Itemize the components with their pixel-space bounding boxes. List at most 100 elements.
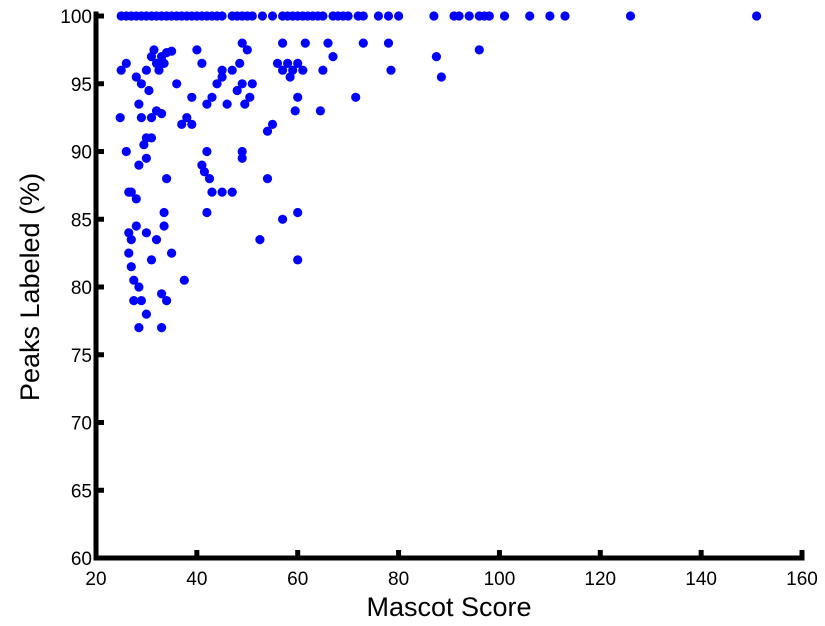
- data-point: [121, 58, 131, 68]
- data-point: [545, 11, 555, 21]
- y-tick-label: 95: [71, 75, 92, 96]
- data-point: [499, 11, 510, 21]
- x-axis-title: Mascot Score: [366, 592, 531, 622]
- data-point: [134, 323, 144, 333]
- data-point: [436, 72, 446, 82]
- data-point: [144, 85, 154, 96]
- data-point: [752, 11, 762, 21]
- data-point: [157, 109, 167, 119]
- data-point: [351, 92, 361, 102]
- data-point: [288, 65, 298, 75]
- data-point: [293, 58, 303, 68]
- data-point: [247, 79, 257, 89]
- data-point: [290, 106, 300, 116]
- x-tick-label: 40: [186, 569, 207, 590]
- data-point: [131, 221, 141, 231]
- data-point: [293, 255, 303, 265]
- data-point: [328, 52, 338, 62]
- data-point: [134, 160, 144, 170]
- data-point: [237, 153, 247, 163]
- data-point: [394, 11, 404, 21]
- data-point: [207, 92, 217, 102]
- data-point: [237, 146, 247, 157]
- y-tick-label: 100: [60, 7, 92, 28]
- data-point: [318, 65, 328, 75]
- data-point: [207, 187, 217, 197]
- data-point: [464, 11, 474, 21]
- data-point: [146, 255, 157, 265]
- y-tick-label: 75: [71, 346, 92, 367]
- data-point: [343, 11, 353, 21]
- data-point: [318, 11, 328, 21]
- data-point: [159, 58, 169, 68]
- data-point: [141, 153, 151, 163]
- x-tick-label: 60: [287, 569, 308, 590]
- data-point: [255, 235, 265, 245]
- data-point: [179, 275, 189, 285]
- data-point: [484, 11, 494, 21]
- data-point: [240, 99, 250, 109]
- data-point: [187, 92, 197, 102]
- data-points: [115, 11, 762, 333]
- data-point: [136, 79, 146, 89]
- axes: [93, 11, 805, 561]
- data-point: [227, 187, 237, 197]
- x-tick-label: 120: [584, 569, 616, 590]
- data-point: [129, 275, 139, 285]
- data-point: [126, 187, 136, 197]
- data-point: [278, 65, 288, 75]
- y-tick-label: 70: [71, 414, 92, 435]
- data-point: [121, 146, 131, 157]
- data-point: [227, 65, 237, 75]
- data-point: [202, 146, 212, 157]
- data-point: [202, 99, 212, 109]
- data-point: [293, 92, 303, 102]
- data-point: [136, 296, 146, 306]
- data-point: [154, 65, 164, 75]
- data-point: [167, 46, 177, 56]
- data-point: [177, 119, 187, 129]
- data-point: [136, 113, 146, 123]
- data-point: [124, 248, 134, 258]
- data-point: [126, 235, 136, 245]
- data-point: [257, 11, 267, 21]
- x-tick-label: 160: [786, 569, 818, 590]
- y-axis-title: Peaks Labeled (%): [15, 173, 45, 401]
- data-point: [232, 85, 242, 96]
- y-tick-label: 60: [71, 549, 92, 570]
- data-point: [157, 323, 167, 333]
- data-point: [134, 282, 144, 292]
- y-tick-label: 85: [71, 210, 92, 231]
- data-point: [431, 52, 441, 62]
- data-point: [262, 126, 273, 136]
- data-point: [235, 58, 245, 68]
- data-point: [247, 11, 257, 21]
- data-point: [129, 296, 139, 306]
- data-point: [202, 207, 212, 218]
- data-point: [386, 65, 396, 75]
- data-point: [192, 45, 202, 55]
- data-point: [293, 207, 303, 218]
- y-tick-label: 65: [71, 481, 92, 502]
- data-point: [217, 72, 227, 82]
- data-point: [315, 106, 325, 116]
- y-tick-label: 80: [71, 278, 92, 299]
- data-point: [429, 11, 439, 21]
- data-point: [217, 65, 227, 75]
- data-point: [267, 11, 278, 21]
- data-point: [373, 11, 383, 21]
- data-point: [383, 38, 394, 48]
- data-point: [217, 11, 227, 21]
- data-point: [151, 235, 162, 245]
- data-point: [197, 58, 207, 68]
- data-point: [162, 296, 172, 306]
- data-point: [298, 65, 308, 75]
- x-tick-label: 80: [388, 569, 409, 590]
- data-point: [131, 72, 141, 82]
- data-point: [199, 167, 209, 177]
- data-point: [212, 79, 222, 89]
- data-point: [237, 79, 247, 89]
- data-point: [116, 65, 126, 75]
- x-tick-label: 20: [85, 569, 106, 590]
